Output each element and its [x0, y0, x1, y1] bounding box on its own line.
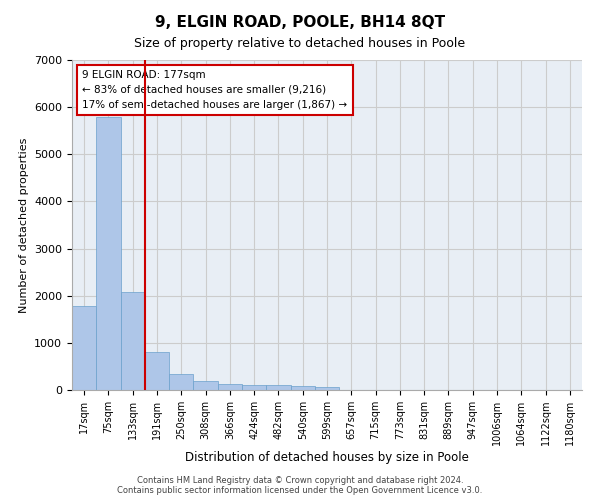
Text: 9, ELGIN ROAD, POOLE, BH14 8QT: 9, ELGIN ROAD, POOLE, BH14 8QT	[155, 15, 445, 30]
Y-axis label: Number of detached properties: Number of detached properties	[19, 138, 29, 312]
X-axis label: Distribution of detached houses by size in Poole: Distribution of detached houses by size …	[185, 451, 469, 464]
Bar	[315, 386, 339, 390]
Bar	[121, 292, 145, 390]
Bar	[218, 384, 242, 390]
Bar	[96, 116, 121, 390]
Bar	[145, 352, 169, 390]
Bar	[290, 386, 315, 390]
Bar	[72, 306, 96, 390]
Text: Contains HM Land Registry data © Crown copyright and database right 2024.
Contai: Contains HM Land Registry data © Crown c…	[118, 476, 482, 495]
Bar	[266, 386, 290, 390]
Bar	[169, 374, 193, 390]
Bar	[193, 380, 218, 390]
Text: Size of property relative to detached houses in Poole: Size of property relative to detached ho…	[134, 38, 466, 51]
Text: 9 ELGIN ROAD: 177sqm
← 83% of detached houses are smaller (9,216)
17% of semi-de: 9 ELGIN ROAD: 177sqm ← 83% of detached h…	[82, 70, 347, 110]
Bar	[242, 385, 266, 390]
